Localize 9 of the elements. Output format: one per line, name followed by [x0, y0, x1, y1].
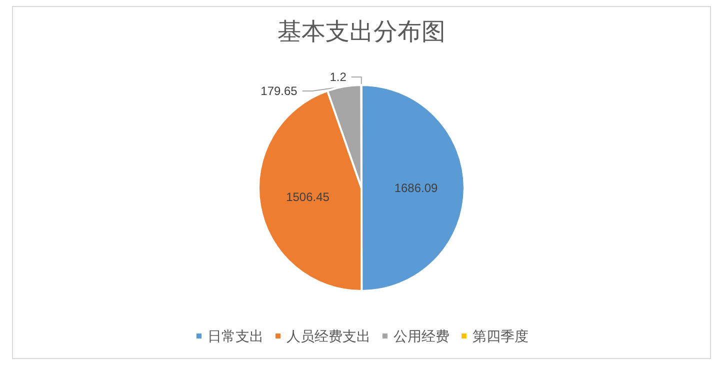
legend-label: 第四季度 — [472, 328, 528, 344]
legend-label: 公用经费 — [394, 328, 450, 344]
legend-label: 日常支出 — [208, 328, 264, 344]
data-label: 1506.45 — [286, 190, 330, 204]
data-label: 1.2 — [330, 70, 347, 84]
chart-title: 基本支出分布图 — [278, 18, 446, 46]
data-label: 1686.09 — [394, 180, 438, 195]
legend-label: 人员经费支出 — [286, 328, 370, 344]
data-label: 179.65 — [260, 84, 298, 98]
